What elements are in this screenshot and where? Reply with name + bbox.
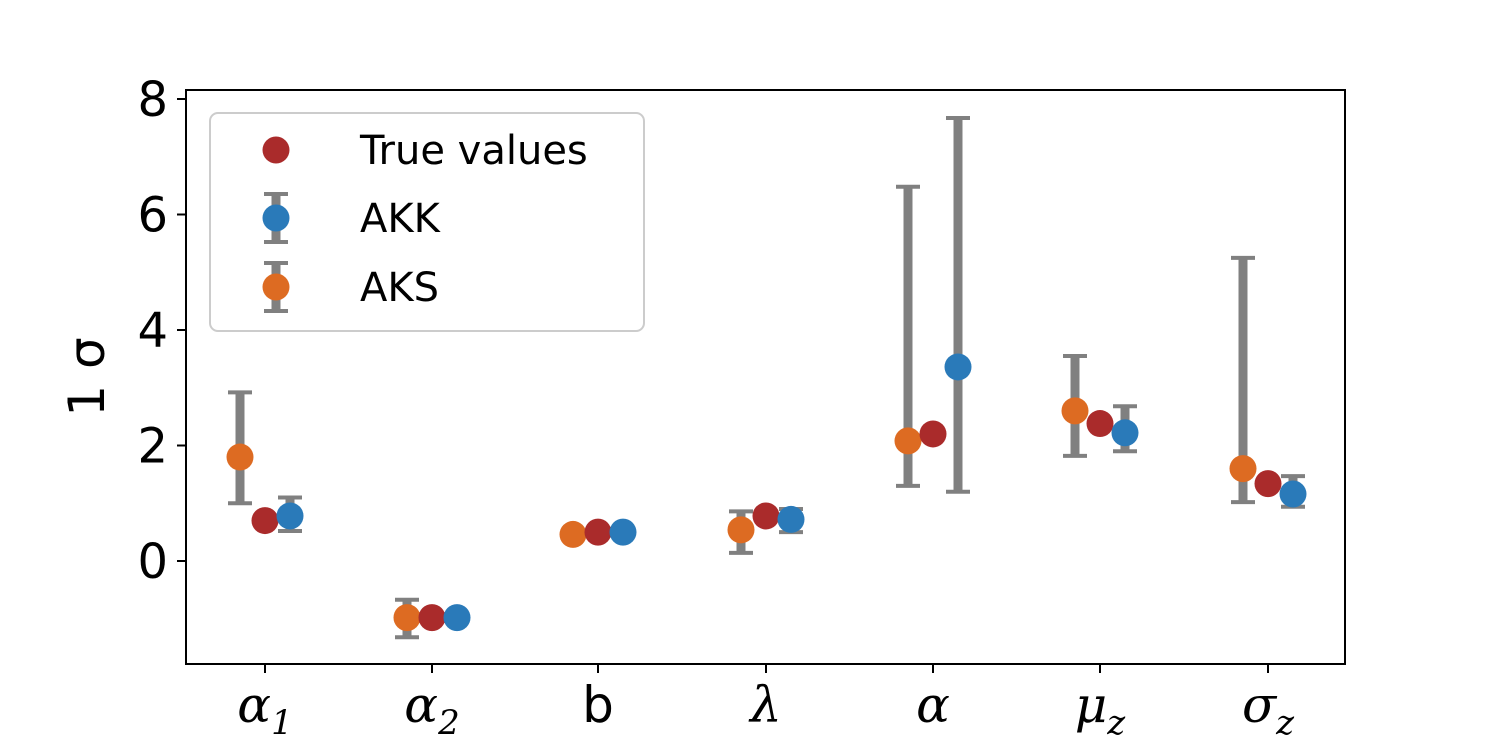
x-tick-label-5: μz — [1075, 676, 1127, 743]
point-akk-0 — [276, 502, 304, 530]
legend-label-0: True values — [359, 128, 588, 174]
point-true-values-1 — [418, 604, 446, 632]
point-true-values-6 — [1254, 470, 1282, 498]
y-tick-label-2: 4 — [137, 303, 168, 359]
point-akk-3 — [777, 505, 805, 533]
legend-marker-2 — [262, 273, 290, 301]
x-tick-label-1: α2 — [404, 676, 459, 743]
x-axis: α1 α2 b λ α μz σz — [237, 664, 1295, 743]
point-aks-0 — [226, 443, 254, 471]
x-tick-label-6: σz — [1242, 676, 1295, 743]
legend: True values AKK AKS — [209, 112, 645, 332]
errorbar-akk-4 — [946, 116, 970, 494]
point-akk-1 — [443, 604, 471, 632]
point-aks-4 — [894, 427, 922, 455]
legend-marker-0 — [262, 136, 290, 164]
point-true-values-5 — [1086, 410, 1114, 438]
y-tick-label-3: 6 — [137, 188, 168, 244]
y-tick-label-0: 0 — [137, 534, 168, 590]
point-akk-4 — [944, 353, 972, 381]
legend-entry-aks: AKS — [262, 261, 439, 313]
point-true-values-3 — [752, 502, 780, 530]
point-true-values-0 — [251, 507, 279, 535]
x-tick-label-2: b — [582, 676, 614, 734]
x-tick-label-0: α1 — [237, 676, 292, 743]
point-akk-6 — [1279, 480, 1307, 508]
x-tick-label-4: α — [916, 676, 950, 734]
y-axis-title: 1 σ — [58, 337, 116, 416]
x-tick-label-3: λ — [748, 676, 782, 734]
legend-entry-true-values: True values — [262, 128, 588, 174]
point-aks-6 — [1229, 455, 1257, 483]
point-aks-2 — [559, 520, 587, 548]
legend-label-2: AKS — [360, 265, 439, 311]
legend-entry-akk: AKK — [262, 192, 442, 244]
y-tick-label-4: 8 — [137, 72, 168, 128]
legend-label-1: AKK — [360, 196, 442, 242]
plot-area — [185, 89, 1346, 665]
point-true-values-2 — [584, 518, 612, 546]
point-aks-5 — [1061, 397, 1089, 425]
point-true-values-4 — [919, 420, 947, 448]
point-aks-1 — [393, 604, 421, 632]
y-tick-label-1: 2 — [137, 419, 168, 475]
point-aks-3 — [727, 516, 755, 544]
legend-frame — [209, 112, 645, 332]
point-akk-5 — [1111, 419, 1139, 447]
point-akk-2 — [609, 518, 637, 546]
y-axis: 0 2 4 6 8 — [137, 72, 186, 590]
legend-marker-1 — [262, 204, 290, 232]
